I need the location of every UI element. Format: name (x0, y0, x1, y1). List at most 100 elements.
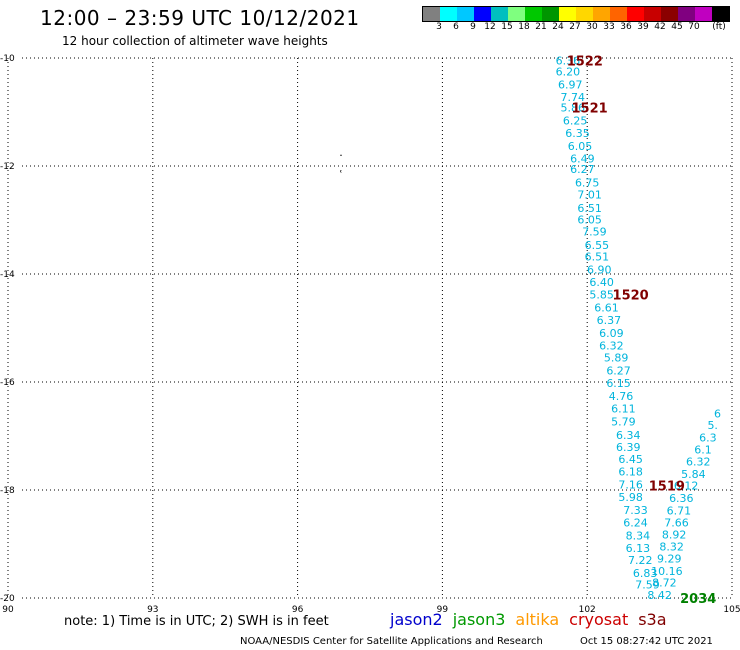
color-swatch (525, 7, 542, 21)
wave-height-point: 6.13 (626, 542, 651, 555)
color-swatch (491, 7, 508, 21)
color-scale-label: 18 (518, 22, 530, 32)
wave-height-point: 6.51 (577, 202, 602, 215)
legend-jason3: jason3 (452, 610, 506, 629)
wave-height-point: 6.35 (565, 127, 590, 140)
color-scale-label: 3 (436, 22, 442, 32)
y-tick-label: -16 (0, 378, 15, 388)
wave-height-point: 5. (707, 419, 718, 432)
color-swatch (508, 7, 525, 21)
wave-height-point: 7.22 (628, 554, 653, 567)
credit-timestamp: Oct 15 08:27:42 UTC 2021 (580, 636, 713, 647)
color-scale-label: 36 (620, 22, 632, 32)
pass-time-label: 2034 (680, 592, 716, 607)
color-scale-label: 42 (654, 22, 666, 32)
satellite-legend: jason2 jason3 altika cryosat s3a (390, 610, 677, 629)
wave-height-point: 6.11 (611, 402, 636, 415)
credit-line: NOAA/NESDIS Center for Satellite Applica… (240, 636, 543, 647)
wave-height-point: 7.01 (577, 189, 602, 202)
wave-height-point: 6.32 (686, 455, 711, 468)
color-scale-label: 70 (688, 22, 700, 32)
page-title: 12:00 – 23:59 UTC 10/12/2021 (40, 6, 360, 30)
wave-height-point: 5.89 (604, 352, 629, 365)
wave-height-point: 5.79 (611, 415, 636, 428)
y-tick-label: -14 (0, 270, 15, 280)
color-scale-label: 33 (603, 22, 615, 32)
color-scale-label: 12 (484, 22, 496, 32)
color-swatch (542, 7, 559, 21)
time-labels: 1522 1521 1520 1519 2034 (567, 55, 717, 607)
color-scale-bar (422, 6, 730, 22)
misc-mark: ʿ (339, 168, 342, 181)
color-swatch (440, 7, 457, 21)
wave-height-point: 6.51 (585, 251, 610, 264)
wave-height-point: 5.86 (560, 102, 585, 115)
wave-height-point: 8.92 (662, 528, 687, 541)
pass-time-label: 1520 (613, 289, 649, 304)
wave-height-point: 8.72 (652, 576, 677, 589)
x-tick-label: 96 (292, 605, 304, 615)
y-tick-label: -12 (0, 162, 15, 172)
wave-height-point: 6.3 (699, 432, 717, 445)
wave-height-point: 9.29 (657, 553, 682, 566)
wave-height-point: 8.34 (626, 529, 651, 542)
wave-height-point: 8.42 (647, 589, 672, 602)
wave-height-point: 6.32 (599, 339, 624, 352)
wave-height-point: 6.27 (606, 365, 631, 378)
color-swatch (678, 7, 695, 21)
color-scale-label: 45 (671, 22, 683, 32)
pass-time-label: 1519 (649, 480, 685, 495)
wave-height-point: 6.20 (556, 66, 581, 79)
wave-height-point: 6.15 (606, 377, 631, 390)
misc-mark: · (339, 149, 343, 162)
color-swatch (457, 7, 474, 21)
wave-height-point: 6 (714, 407, 721, 420)
wave-height-point: 6.61 (594, 301, 619, 314)
wave-height-point: 5.98 (618, 491, 643, 504)
color-scale-label: 15 (501, 22, 513, 32)
wave-height-point: 6.34 (616, 429, 641, 442)
wave-height-point: 6.49 (570, 152, 595, 165)
wave-height-point: 10.16 (651, 565, 683, 578)
data-points: 6.366.206.977.745.866.256.356.056.496.27… (339, 55, 721, 602)
wave-height-point: 7.66 (664, 516, 689, 529)
wave-height-point: 6.24 (623, 516, 648, 529)
wave-height-point: 7.59 (635, 579, 660, 592)
page-subtitle: 12 hour collection of altimeter wave hei… (62, 34, 328, 48)
color-scale-label: 27 (569, 22, 581, 32)
wave-height-point: 6.09 (599, 327, 624, 340)
color-swatch (695, 7, 712, 21)
wave-height-point: 6.90 (587, 264, 612, 277)
color-swatch (474, 7, 491, 21)
color-swatch (559, 7, 576, 21)
y-tick-label: -18 (0, 486, 15, 496)
x-tick-label: 93 (147, 605, 158, 615)
x-tick-label: 90 (2, 605, 14, 615)
wave-height-point: 4.76 (609, 390, 634, 403)
color-swatch (644, 7, 661, 21)
color-swatch (627, 7, 644, 21)
wave-height-point: 7.59 (582, 225, 607, 238)
axis-ticks: 90 93 96 99 102 105 -10 -12 -14 -16 -18 -20 (0, 54, 740, 615)
legend-s3a: s3a (638, 610, 667, 629)
wave-height-point: 6.25 (563, 115, 588, 128)
color-swatch (593, 7, 610, 21)
color-scale-label: 6 (453, 22, 459, 32)
color-scale-label: 30 (586, 22, 598, 32)
color-swatch (661, 7, 678, 21)
wave-height-point: 6.71 (667, 505, 692, 518)
y-tick-label: -20 (0, 594, 15, 604)
color-scale-label: 9 (470, 22, 476, 32)
wave-height-point: 5.84 (681, 468, 706, 481)
wave-height-point: 6.40 (589, 276, 614, 289)
wave-height-point: 6.55 (585, 239, 610, 252)
wave-height-point: 8.32 (659, 541, 684, 554)
y-tick-label: -10 (0, 54, 15, 64)
color-swatch (712, 7, 729, 21)
wave-height-point: 7.33 (623, 504, 648, 517)
wave-height-point: 6.18 (618, 466, 643, 479)
pass-time-label: 1522 (567, 55, 603, 70)
wave-height-point: 6.36 (669, 492, 694, 505)
color-swatch (576, 7, 593, 21)
